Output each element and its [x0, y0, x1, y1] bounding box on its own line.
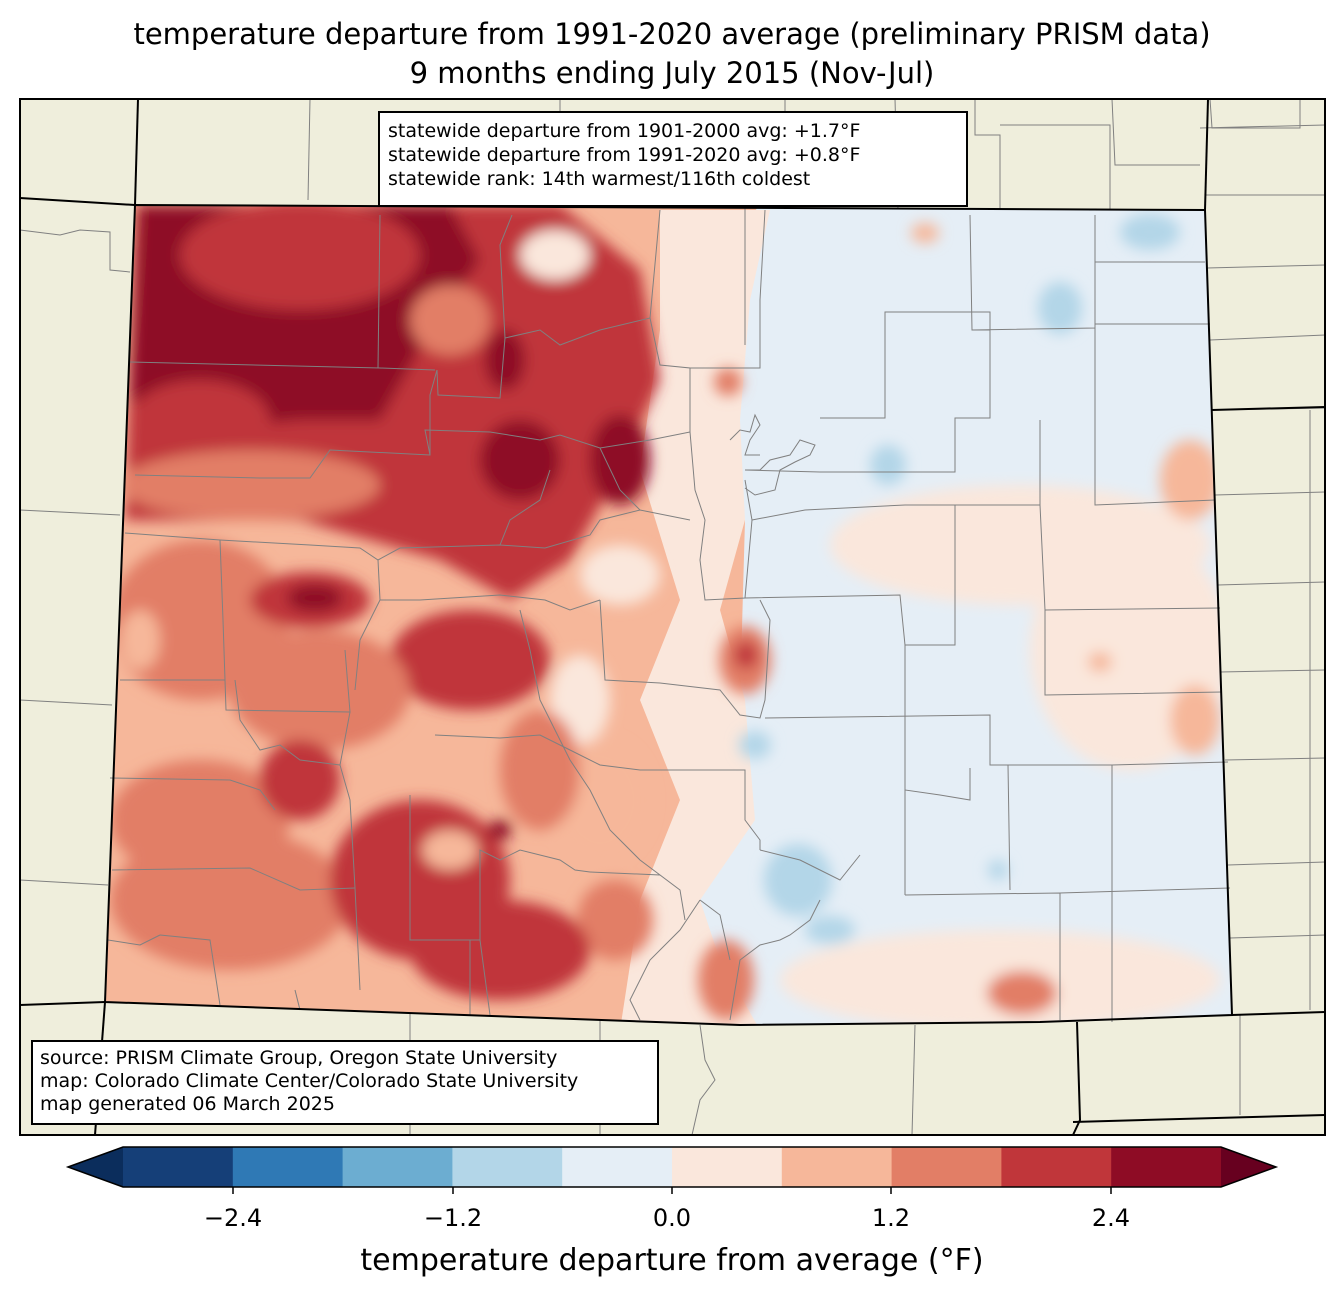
- stats-departure-1901-2000: statewide departure from 1901-2000 avg: …: [388, 120, 861, 142]
- generated-date-line: map generated 06 March 2025: [40, 1093, 335, 1115]
- map-credit-line: map: Colorado Climate Center/Colorado St…: [40, 1070, 579, 1092]
- colorbar: [65, 1146, 1279, 1194]
- colorbar-tick-label: 1.2: [871, 1204, 911, 1232]
- colorbar-label: temperature departure from average (°F): [360, 1243, 984, 1278]
- colorbar-bin: [1001, 1147, 1112, 1187]
- colorbar-over-arrow: [1221, 1147, 1276, 1187]
- source-credit-box: source: PRISM Climate Group, Oregon Stat…: [31, 1040, 659, 1125]
- stats-departure-1991-2020: statewide departure from 1991-2020 avg: …: [388, 144, 861, 166]
- map-title-line2: 9 months ending July 2015 (Nov-Jul): [409, 56, 935, 90]
- colorbar-bin: [562, 1147, 673, 1187]
- colorbar-bin: [342, 1147, 453, 1187]
- state-boundaries: [19, 98, 1326, 1136]
- colorbar-bin: [1111, 1147, 1222, 1187]
- temperature-field: [105, 205, 1232, 1025]
- map-frame: [19, 98, 1326, 1136]
- colorbar-bin: [781, 1147, 893, 1187]
- colorbar-bin: [232, 1147, 344, 1187]
- colorbar-under-arrow: [68, 1147, 123, 1187]
- colorbar-tick-label: −2.4: [203, 1204, 263, 1232]
- colorbar-tick-label: 2.4: [1091, 1204, 1131, 1232]
- front-range-boundaries: [729, 413, 816, 496]
- statewide-stats-box: statewide departure from 1901-2000 avg: …: [378, 111, 968, 207]
- colorbar-bin: [672, 1147, 783, 1187]
- colorbar-bin: [891, 1147, 1002, 1187]
- source-line: source: PRISM Climate Group, Oregon Stat…: [40, 1047, 558, 1069]
- colorbar-bin: [123, 1147, 234, 1187]
- stats-rank: statewide rank: 14th warmest/116th colde…: [388, 168, 811, 190]
- map-title-line1: temperature departure from 1991-2020 ave…: [133, 17, 1211, 51]
- colorado-county-lines: [107, 205, 1231, 1022]
- colorbar-tick-label: −1.2: [423, 1204, 483, 1232]
- colorbar-tick-label: 0.0: [652, 1204, 692, 1232]
- colorbar-outline: [65, 1146, 1279, 1188]
- colorbar-bin: [452, 1147, 563, 1187]
